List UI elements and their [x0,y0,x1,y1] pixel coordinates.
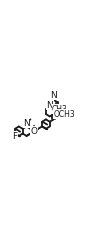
Text: N: N [46,101,53,110]
Text: OCH3: OCH3 [54,110,75,119]
Text: N: N [23,119,30,128]
Text: CH3: CH3 [52,105,68,114]
Text: O: O [31,127,38,136]
Text: N: N [50,91,57,100]
Text: F: F [12,132,17,141]
